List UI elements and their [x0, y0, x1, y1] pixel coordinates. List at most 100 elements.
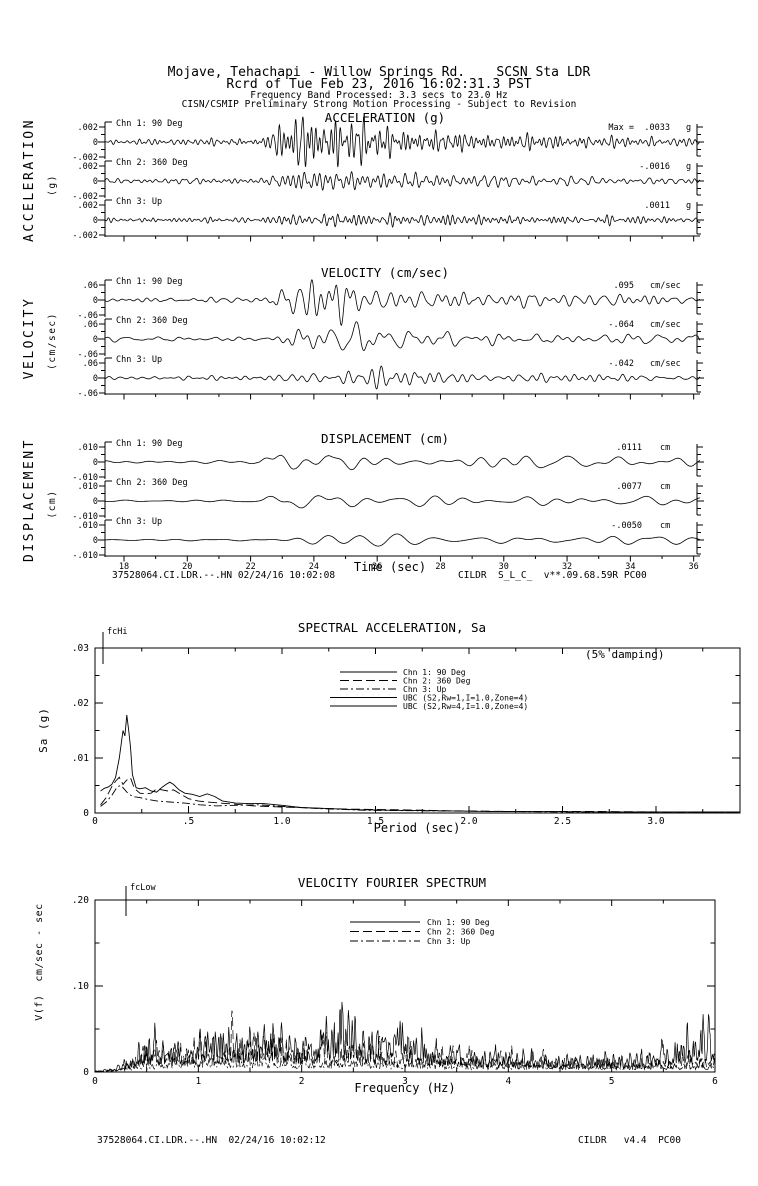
time-axis-label: Time (sec)	[353, 560, 427, 574]
accel-trace-ch2	[104, 171, 701, 191]
vel-channel-3: .06 0 -.06 Chn 3: Up -.042 cm/sec	[78, 355, 704, 399]
legend-label: Chn 2: 360 Deg	[427, 928, 495, 937]
ytick-label: .002	[78, 162, 98, 172]
sa-xtick-label: 2.5	[554, 816, 571, 827]
disp-channel-2: .010 0 -.010 Chn 2: 360 Deg .0077 cm	[72, 478, 704, 522]
peak-unit: cm/sec	[650, 320, 681, 330]
station-title: Mojave, Tehachapi - Willow Springs Rd. S…	[167, 65, 591, 80]
vel-channel-2: .06 0 -.06 Chn 2: 360 Deg -.064 cm/sec	[78, 316, 704, 360]
legend-label: Chn 1: 90 Deg	[403, 668, 466, 677]
section-accel: .002 0 -.002 Chn 1: 90 Deg Max = .0033 g .002 0 -…	[72, 116, 704, 242]
ytick-label: -.06	[78, 389, 98, 399]
fourier-xtick-label: 6	[712, 1076, 718, 1087]
ytick-label: -.002	[72, 231, 98, 241]
accel-channel-3: .002 0 -.002 Chn 3: Up .0011 g	[72, 197, 704, 241]
ytick-label: 0	[93, 177, 98, 187]
velocity-axis-unit: (cm/sec)	[47, 312, 59, 370]
vel-trace-ch3	[104, 365, 701, 390]
accel-trace-ch1	[104, 116, 701, 168]
fourier-plot-title: VELOCITY FOURIER SPECTRUM	[297, 875, 487, 890]
sa-ytick-label: .02	[72, 698, 89, 709]
bottom-version-footer: CILDR v4.4 PC00	[578, 1135, 681, 1146]
frequency-band-note: Frequency Band Processed: 3.3 secs to 23…	[250, 90, 508, 101]
ytick-label: -.002	[72, 153, 98, 163]
channel-label: Chn 1: 90 Deg	[116, 277, 183, 287]
channel-label: Chn 2: 360 Deg	[116, 316, 188, 326]
fourier-xtick-label: 4	[505, 1076, 511, 1087]
ytick-label: .010	[78, 482, 98, 492]
peak-value: .0111	[616, 443, 642, 453]
channel-label: Chn 3: Up	[116, 197, 162, 207]
time-tick-label: 18	[119, 562, 129, 572]
ytick-label: .06	[83, 281, 98, 291]
ytick-label: 0	[93, 374, 98, 384]
time-tick-label: 32	[562, 562, 572, 572]
section-disp: .010 0 -.010 Chn 1: 90 Deg .0111 cm .010 0 -.010…	[72, 439, 704, 572]
time-tick-label: 20	[182, 562, 192, 572]
ytick-label: .010	[78, 443, 98, 453]
acceleration-title: ACCELERATION (g)	[324, 110, 446, 125]
peak-value: -.0050	[611, 521, 642, 531]
time-tick-label: 24	[309, 562, 319, 572]
sa-curve-ch2	[100, 776, 741, 813]
displacement-axis-label: DISPLACEMENT	[22, 438, 38, 562]
disp-channel-1: .010 0 -.010 Chn 1: 90 Deg .0111 cm	[72, 439, 704, 483]
channel-label: Chn 1: 90 Deg	[116, 439, 183, 449]
sa-xtick-label: 0	[92, 816, 98, 827]
ytick-label: 0	[93, 335, 98, 345]
peak-unit: cm	[660, 443, 670, 453]
vel-trace-ch2	[104, 321, 701, 351]
channel-label: Chn 2: 360 Deg	[116, 158, 188, 168]
peak-value: -.042	[608, 359, 634, 369]
ytick-label: 0	[93, 138, 98, 148]
disp-trace-ch1	[105, 454, 701, 471]
displacement-title: DISPLACEMENT (cm)	[321, 431, 449, 446]
peak-value: .0077	[616, 482, 642, 492]
disp-channel-3: .010 0 -.010 Chn 3: Up -.0050 cm	[72, 517, 704, 561]
fourier-ylabel: V(f) cm/sec - sec	[33, 903, 45, 1021]
ytick-label: .002	[78, 201, 98, 211]
peak-value: -.064	[608, 320, 634, 330]
peak-unit: cm/sec	[650, 281, 681, 291]
ytick-label: .010	[78, 521, 98, 531]
sa-xtick-label: .5	[183, 816, 194, 827]
velocity-title: VELOCITY (cm/sec)	[321, 265, 449, 280]
channel-label: Chn 3: Up	[116, 355, 162, 365]
vel-trace-ch1	[104, 279, 701, 327]
section-vel: .06 0 -.06 Chn 1: 90 Deg .095 cm/sec .06 0 -.06 C…	[78, 277, 704, 400]
sa-curve-ch3	[100, 784, 741, 813]
peak-unit: g	[686, 123, 691, 133]
disp-trace-ch2	[104, 495, 701, 509]
legend-label: UBC (S2,Rw=1,I=1.0,Zone=4)	[403, 694, 528, 703]
fourier-curve-ch2	[95, 1010, 716, 1072]
record-id-footer: 37528064.CI.LDR.--.HN 02/24/16 10:02:08	[112, 570, 336, 581]
ytick-label: 0	[93, 216, 98, 226]
sa-ytick-label: .03	[72, 643, 89, 654]
legend-label: UBC (S2,Rw=4,I=1.0,Zone=4)	[403, 702, 528, 711]
peak-prefix: Max =	[608, 123, 634, 133]
time-tick-label: 22	[245, 562, 255, 572]
ytick-label: 0	[93, 458, 98, 468]
sa-xtick-label: 1.0	[273, 816, 290, 827]
peak-unit: g	[686, 162, 691, 172]
ytick-label: -.06	[78, 311, 98, 321]
sa-xtick-label: 3.0	[647, 816, 664, 827]
fchi-label: fcHi	[107, 627, 128, 637]
legend-label: Chn 2: 360 Deg	[403, 677, 471, 686]
disp-trace-ch3	[105, 533, 701, 547]
sa-ytick-label: 0	[83, 808, 89, 819]
fclow-label: fcLow	[130, 883, 156, 893]
accel-channel-1: .002 0 -.002 Chn 1: 90 Deg Max = .0033 g	[72, 116, 704, 168]
peak-unit: cm	[660, 521, 670, 531]
bottom-record-id-footer: 37528064.CI.LDR.--.HN 02/24/16 10:02:12	[97, 1135, 326, 1146]
ytick-label: 0	[93, 296, 98, 306]
peak-unit: cm/sec	[650, 359, 681, 369]
fourier-xtick-label: 5	[609, 1076, 615, 1087]
ytick-label: 0	[93, 497, 98, 507]
channel-label: Chn 2: 360 Deg	[116, 478, 188, 488]
channel-label: Chn 3: Up	[116, 517, 162, 527]
time-tick-label: 30	[499, 562, 509, 572]
time-tick-label: 28	[435, 562, 445, 572]
fourier-curve-ch3	[95, 1048, 716, 1072]
